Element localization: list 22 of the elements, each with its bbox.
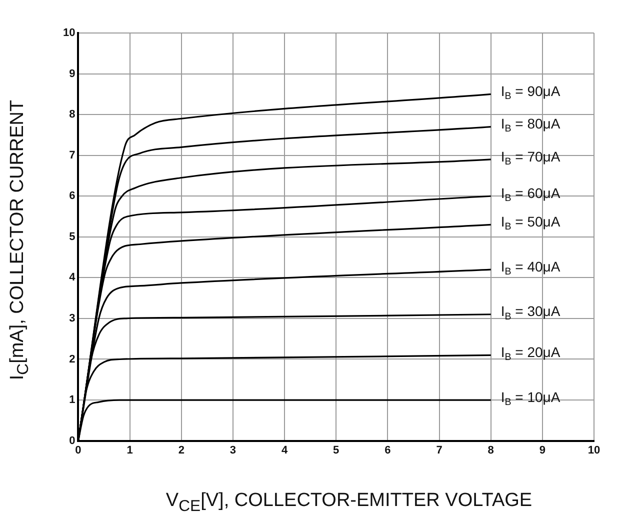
- x-tick-label: 5: [333, 444, 340, 456]
- x-tick-label: 7: [436, 444, 442, 456]
- y-tick-label: 0: [69, 434, 76, 447]
- y-tick-label: 9: [69, 68, 76, 80]
- x-tick-label: 1: [126, 444, 133, 456]
- x-tick-label: 9: [539, 444, 546, 456]
- y-tick-label: 10: [62, 27, 76, 40]
- x-tick-label: 4: [281, 444, 288, 456]
- y-tick-label: 7: [69, 149, 76, 162]
- y-tick-label: 5: [69, 230, 76, 243]
- y-tick-label: 1: [69, 394, 76, 406]
- x-tick-label: 3: [230, 444, 236, 456]
- x-axis-title: V$_{CE}$[V], COLLECTOR-EMITTER VOLTAGE: [164, 490, 534, 516]
- y-tick-label: 6: [69, 190, 76, 202]
- x-tick-label: 8: [488, 444, 494, 456]
- y-tick-label: 3: [69, 312, 76, 324]
- x-tick-label: 10: [588, 444, 600, 456]
- x-tick-label: 2: [178, 444, 184, 456]
- y-tick-label: 8: [69, 108, 76, 121]
- y-tick-label: 2: [69, 353, 76, 366]
- y-tick-label: 4: [69, 272, 76, 284]
- x-tick-label: 6: [384, 444, 391, 456]
